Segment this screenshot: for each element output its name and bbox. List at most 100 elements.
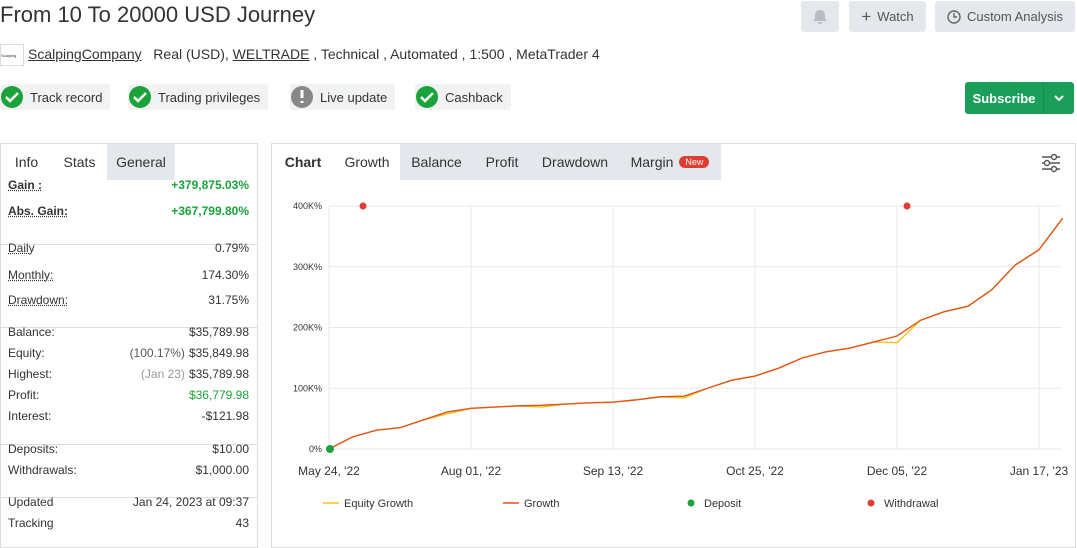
stat-value: -$121.98: [202, 409, 249, 423]
badge-circle: [1, 86, 23, 108]
stat-label: Updated: [8, 495, 54, 509]
badge-label: Track record: [30, 89, 103, 105]
chart-tab[interactable]: Chart: [272, 144, 334, 180]
account-link[interactable]: ScalpingCompany: [28, 46, 142, 62]
stat-row: Profit: $36,779.98: [8, 388, 249, 402]
chart-tab[interactable]: Drawdown: [531, 144, 619, 180]
chart-tab[interactable]: Growth: [334, 144, 400, 180]
account-line: ScalpingCompany Real (USD), WELTRADE , T…: [28, 46, 600, 62]
badge-icon: [416, 86, 438, 108]
stat-value: +379,875.03%: [171, 178, 249, 192]
custom-analysis-button[interactable]: Custom Analysis: [935, 1, 1075, 32]
x-tick-label: Sep 13, '22: [583, 464, 644, 478]
subscribe-label: Subscribe: [972, 90, 1036, 106]
legend-swatch: [687, 499, 695, 507]
stat-number: $35,789.98: [188, 367, 249, 381]
y-tick-label: 300K%: [293, 262, 322, 272]
badge-label: Trading privileges: [158, 89, 261, 105]
stat-row: Interest: -$121.98: [8, 409, 249, 423]
stat-note: (Jan 23): [140, 367, 185, 381]
chart-tab-label: Margin: [630, 154, 674, 170]
stat-value: +367,799.80%: [171, 204, 249, 218]
legend-label: Deposit: [704, 498, 741, 510]
badge-mark: [133, 92, 147, 103]
subscribe-button[interactable]: Subscribe: [965, 82, 1074, 114]
stat-value: (Jan 23) $35,789.98: [141, 367, 249, 381]
badge-icon: [291, 86, 313, 108]
stat-label: Profit:: [8, 388, 40, 402]
stat-label: Highest:: [8, 367, 53, 381]
stat-row: Deposits: $10.00: [8, 442, 249, 456]
withdrawal-marker: [359, 202, 367, 210]
stat-row: Highest: (Jan 23) $35,789.98: [8, 367, 249, 381]
chart-tab[interactable]: Profit: [473, 144, 531, 180]
badge-mark: [5, 92, 19, 103]
stat-row: Tracking 43: [8, 516, 249, 530]
account-logo: Scalping: [0, 44, 24, 66]
bell-button[interactable]: [801, 1, 839, 32]
x-tick-label: Aug 01, '22: [441, 464, 502, 478]
stat-value: $10.00: [212, 442, 249, 456]
y-tick-label: 0%: [309, 444, 322, 454]
badge-icon: [1, 86, 23, 108]
x-tick-label: Oct 25, '22: [726, 464, 784, 478]
broker-link[interactable]: WELTRADE: [232, 46, 310, 62]
legend-label: Growth: [524, 498, 559, 510]
badge-icon: [129, 86, 151, 108]
stat-row: Abs. Gain: +367,799.80%: [8, 204, 249, 218]
badge: Cashback: [415, 84, 511, 110]
separator: [1, 327, 257, 328]
badge-circle: [129, 86, 151, 108]
account-detail: , Technical , Automated , 1:500 , MetaTr…: [313, 46, 600, 62]
watch-label: Watch: [877, 9, 914, 24]
stat-label: Gain :: [8, 178, 43, 192]
subscribe-dropdown[interactable]: [1043, 82, 1074, 114]
stat-label: Balance:: [8, 325, 55, 339]
stat-value: 174.30%: [202, 268, 249, 282]
stat-number: Jan 24, 2023 at 09:37: [132, 495, 249, 509]
badge: Trading privileges: [128, 84, 269, 110]
watch-button[interactable]: + Watch: [849, 1, 926, 32]
chart-tab[interactable]: Margin New: [619, 144, 721, 180]
chevron: [1054, 95, 1064, 101]
legend-label: Equity Growth: [344, 498, 413, 510]
stats-tab[interactable]: General: [107, 144, 175, 180]
badge-mark: [420, 92, 434, 103]
x-tick-label: Jan 17, '23: [1010, 464, 1069, 478]
separator: [1, 497, 257, 498]
stat-label: Interest:: [8, 409, 52, 423]
stat-number: $10.00: [212, 442, 249, 456]
stats-tab[interactable]: Stats: [52, 144, 107, 180]
chart-tab[interactable]: Balance: [400, 144, 473, 180]
stat-number: 174.30%: [201, 268, 249, 282]
stat-number: +379,875.03%: [171, 178, 249, 192]
legend-label: Withdrawal: [884, 498, 938, 510]
stat-label: Equity:: [8, 346, 45, 360]
y-tick-label: 400K%: [293, 201, 322, 211]
chart-tab-label: Profit: [485, 154, 519, 170]
chart-tab-label: Balance: [411, 154, 462, 170]
stat-label: Deposits:: [8, 442, 59, 456]
stat-value: 43: [236, 516, 249, 530]
stat-row: Equity: (100.17%) $35,849.98: [8, 346, 249, 360]
stat-row: Gain : +379,875.03%: [8, 178, 249, 192]
stat-label: Tracking: [8, 516, 54, 530]
chart-tab-label: Chart: [284, 154, 322, 170]
stat-value: (100.17%) $35,849.98: [130, 346, 249, 360]
stat-row: Balance: $35,789.98: [8, 325, 249, 339]
stats-panel: Info Stats General Gain : +379,875.03% Abs. G…: [0, 143, 258, 548]
chart-tab-label: Growth: [344, 154, 390, 170]
stat-value: $1,000.00: [196, 463, 249, 477]
title: From 10 To 20000 USD Journey: [0, 2, 316, 27]
stat-row: Drawdown: 31.75%: [8, 293, 249, 307]
stat-number: 31.75%: [208, 293, 249, 307]
account-detail: Real (USD),: [153, 46, 229, 62]
legend-swatch: [867, 499, 875, 507]
stat-number: 43: [235, 516, 249, 530]
settings-icon[interactable]: [1040, 152, 1062, 174]
badge-label: Live update: [320, 89, 388, 105]
stats-tab[interactable]: Info: [1, 144, 52, 180]
custom-analysis-label: Custom Analysis: [966, 9, 1064, 24]
